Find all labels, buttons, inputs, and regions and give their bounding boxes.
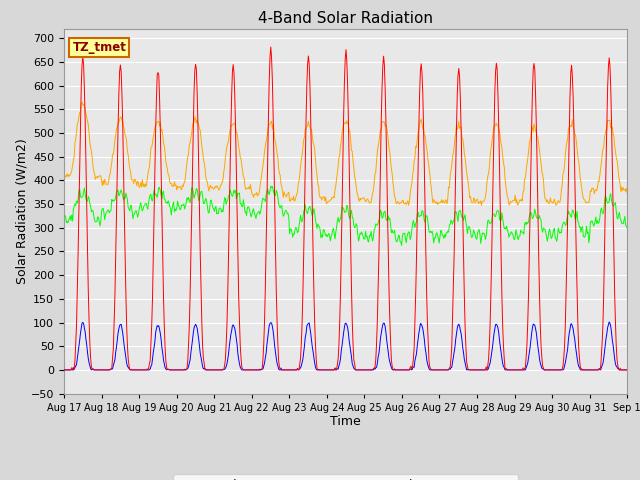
SWin xyxy=(415,124,422,130)
SWout xyxy=(70,366,78,372)
LWin xyxy=(215,205,223,211)
LWout xyxy=(60,169,68,175)
LWin xyxy=(60,217,68,223)
LWin xyxy=(128,209,136,215)
SWout xyxy=(60,367,68,373)
Line: LWin: LWin xyxy=(64,186,627,245)
SWin xyxy=(623,367,631,373)
LWin xyxy=(432,231,440,237)
X-axis label: Time: Time xyxy=(330,415,361,429)
LWin xyxy=(623,225,631,231)
LWin xyxy=(267,183,275,189)
SWin xyxy=(215,367,223,373)
SWout xyxy=(431,367,438,373)
LWout xyxy=(70,154,78,159)
SWin xyxy=(267,44,275,50)
LWout xyxy=(623,191,631,196)
Legend: SWin, SWout, LWin, LWout: SWin, SWout, LWin, LWout xyxy=(173,474,518,480)
LWin xyxy=(186,197,193,203)
LWout xyxy=(216,185,224,191)
LWin xyxy=(70,204,78,210)
SWin xyxy=(186,323,193,328)
LWout xyxy=(129,178,137,183)
LWout xyxy=(78,99,86,105)
LWout xyxy=(477,203,485,208)
SWin xyxy=(128,367,136,373)
Line: LWout: LWout xyxy=(64,102,627,205)
SWout xyxy=(605,319,613,325)
SWout xyxy=(623,367,631,373)
SWin xyxy=(60,367,68,373)
LWin xyxy=(416,214,424,219)
SWout xyxy=(215,367,223,373)
LWout xyxy=(415,127,422,132)
SWout xyxy=(128,367,136,373)
Y-axis label: Solar Radiation (W/m2): Solar Radiation (W/m2) xyxy=(15,138,28,284)
Line: SWout: SWout xyxy=(64,322,627,370)
Text: TZ_tmet: TZ_tmet xyxy=(72,41,126,54)
Line: SWin: SWin xyxy=(64,47,627,370)
SWout xyxy=(186,360,193,366)
LWin xyxy=(398,242,406,248)
SWin xyxy=(431,367,439,373)
LWout xyxy=(186,140,194,146)
Title: 4-Band Solar Radiation: 4-Band Solar Radiation xyxy=(258,11,433,26)
SWout xyxy=(414,336,422,342)
LWout xyxy=(431,199,439,204)
SWin xyxy=(70,366,78,372)
